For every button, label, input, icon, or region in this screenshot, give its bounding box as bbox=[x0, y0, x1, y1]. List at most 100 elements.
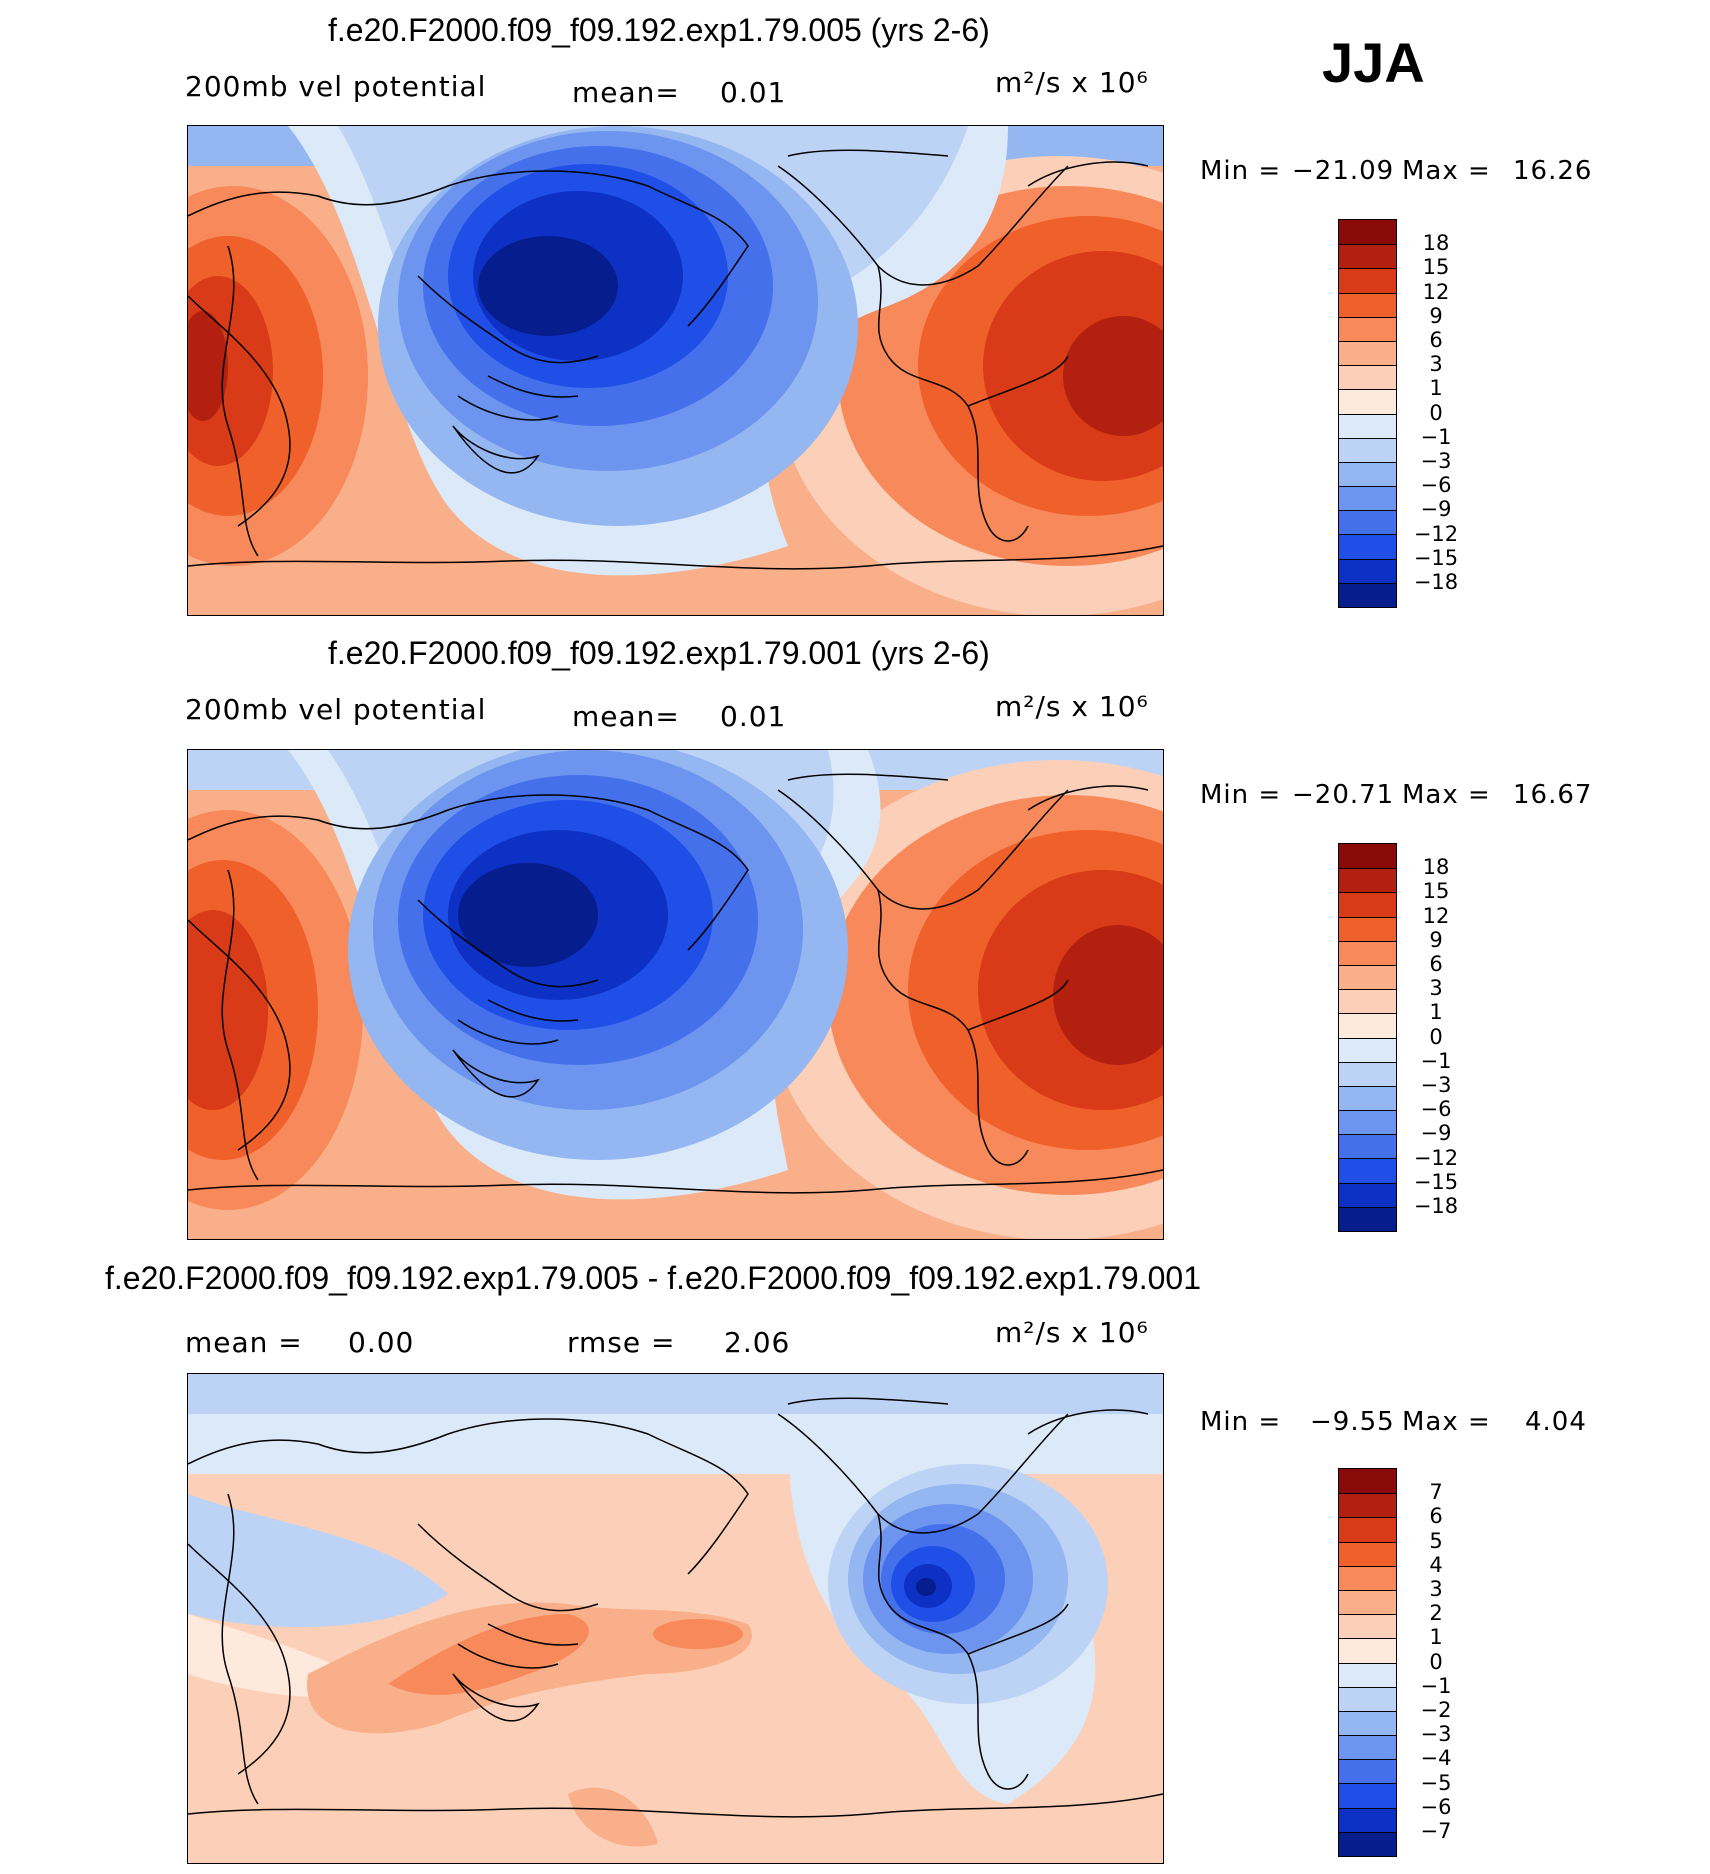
colorbar-swatch bbox=[1339, 844, 1396, 869]
colorbar-swatch bbox=[1339, 268, 1396, 293]
colorbar-tick-label: −6 bbox=[1420, 1097, 1452, 1122]
colorbar-tick-label: −6 bbox=[1420, 1794, 1452, 1819]
colorbar-swatch bbox=[1339, 1517, 1396, 1542]
colorbar-tick-label: −12 bbox=[1413, 1145, 1459, 1170]
panel1-mean-value: 0.01 bbox=[720, 76, 787, 109]
colorbar-swatch bbox=[1339, 1831, 1396, 1856]
colorbar-tick-label: 1 bbox=[1429, 1625, 1443, 1650]
panel2-max-value: 16.67 bbox=[1513, 780, 1593, 810]
colorbar-swatch bbox=[1339, 1493, 1396, 1518]
colorbar-tick-label: 6 bbox=[1429, 1504, 1443, 1529]
colorbar-tick-label: 18 bbox=[1422, 231, 1450, 256]
panel1-max-label: Max = bbox=[1402, 156, 1491, 186]
colorbar-tick-label: 6 bbox=[1429, 952, 1443, 976]
panel1-coastlines bbox=[188, 149, 1163, 570]
panel1-min-value: −21.09 bbox=[1292, 156, 1395, 186]
panel2-variable: 200mb vel potential bbox=[185, 693, 487, 726]
colorbar-tick-label: −1 bbox=[1420, 1673, 1452, 1698]
colorbar-swatch bbox=[1339, 244, 1396, 269]
colorbar-swatch bbox=[1339, 1662, 1396, 1687]
colorbar-swatch bbox=[1339, 1061, 1396, 1086]
panel2-title: f.e20.F2000.f09_f09.192.exp1.79.001 (yrs… bbox=[328, 635, 990, 671]
colorbar-swatch bbox=[1339, 1541, 1396, 1566]
colorbar-tick-label: 3 bbox=[1429, 976, 1443, 1001]
colorbar-swatch bbox=[1339, 558, 1396, 583]
colorbar-tick-label: 0 bbox=[1429, 1649, 1443, 1674]
colorbar-tick-label: 7 bbox=[1429, 1480, 1443, 1505]
colorbar-swatch bbox=[1339, 1686, 1396, 1711]
colorbar-tick-label: 0 bbox=[1429, 1024, 1443, 1049]
panel2-min-value: −20.71 bbox=[1292, 780, 1395, 810]
season-label: JJA bbox=[1322, 31, 1425, 94]
colorbar-tick-label: −5 bbox=[1420, 1770, 1452, 1795]
colorbar-swatch bbox=[1339, 316, 1396, 341]
colorbar-tick-label: 12 bbox=[1422, 279, 1450, 304]
panel1-min-label: Min = bbox=[1200, 156, 1282, 186]
panel2-map bbox=[187, 749, 1164, 1240]
panel3-colorbar bbox=[1338, 1468, 1397, 1857]
panel1-contour-field bbox=[188, 126, 1163, 615]
colorbar-tick-label: −3 bbox=[1420, 1722, 1452, 1747]
colorbar-swatch bbox=[1339, 437, 1396, 462]
colorbar-swatch bbox=[1339, 1759, 1396, 1784]
colorbar-tick-label: −7 bbox=[1420, 1819, 1452, 1843]
panel3-min-label: Min = bbox=[1200, 1407, 1282, 1437]
panel2-coastlines bbox=[188, 773, 1163, 1194]
colorbar-swatch bbox=[1339, 510, 1396, 535]
colorbar-swatch bbox=[1339, 1735, 1396, 1760]
colorbar-tick-label: −3 bbox=[1420, 449, 1452, 473]
panel1-max-value: 16.26 bbox=[1513, 156, 1593, 186]
colorbar-swatch bbox=[1339, 486, 1396, 511]
colorbar-swatch bbox=[1339, 892, 1396, 917]
colorbar-tick-label: −1 bbox=[1420, 1048, 1452, 1073]
colorbar-swatch bbox=[1339, 940, 1396, 965]
colorbar-tick-label: 12 bbox=[1422, 903, 1450, 928]
panel3-contour-field bbox=[188, 1374, 1163, 1863]
colorbar-tick-label: 0 bbox=[1429, 400, 1443, 425]
colorbar-swatch bbox=[1339, 292, 1396, 317]
colorbar-swatch bbox=[1339, 1134, 1396, 1159]
colorbar-tick-label: −1 bbox=[1420, 424, 1452, 449]
colorbar-swatch bbox=[1339, 1783, 1396, 1808]
panel3-min-value: −9.55 bbox=[1310, 1407, 1395, 1437]
colorbar-tick-label: −15 bbox=[1413, 545, 1459, 570]
colorbar-swatch bbox=[1339, 1565, 1396, 1590]
colorbar-tick-label: 9 bbox=[1429, 927, 1443, 952]
colorbar-tick-label: 2 bbox=[1429, 1601, 1443, 1626]
panel3-mean-label: mean = bbox=[185, 1326, 303, 1359]
panel2-contour-field bbox=[188, 750, 1163, 1239]
colorbar-swatch bbox=[1339, 1469, 1396, 1494]
panel3-max-value: 4.04 bbox=[1525, 1407, 1587, 1437]
colorbar-tick-label: −18 bbox=[1413, 1194, 1459, 1218]
colorbar-swatch bbox=[1339, 989, 1396, 1014]
panel3-title: f.e20.F2000.f09_f09.192.exp1.79.005 - f.… bbox=[105, 1260, 1201, 1296]
panel1-map bbox=[187, 125, 1164, 616]
colorbar-tick-label: −4 bbox=[1420, 1746, 1452, 1771]
colorbar-swatch bbox=[1339, 413, 1396, 438]
colorbar-tick-label: 15 bbox=[1422, 879, 1450, 904]
colorbar-swatch bbox=[1339, 916, 1396, 941]
colorbar-tick-label: 1 bbox=[1429, 376, 1443, 401]
colorbar-swatch bbox=[1339, 461, 1396, 487]
colorbar-swatch bbox=[1339, 1085, 1396, 1111]
colorbar-tick-label: −6 bbox=[1420, 473, 1452, 498]
panel3-coastlines bbox=[188, 1397, 1163, 1818]
colorbar-tick-label: 5 bbox=[1429, 1528, 1443, 1553]
colorbar-swatch bbox=[1339, 1110, 1396, 1135]
colorbar-tick-label: −9 bbox=[1420, 1121, 1452, 1146]
colorbar-swatch bbox=[1339, 1638, 1396, 1663]
panel1-units: m²/s x 10⁶ bbox=[995, 66, 1149, 99]
colorbar-tick-label: −3 bbox=[1420, 1073, 1452, 1097]
colorbar-swatch bbox=[1339, 534, 1396, 559]
colorbar-swatch bbox=[1339, 220, 1396, 245]
colorbar-tick-label: 3 bbox=[1429, 352, 1443, 377]
colorbar-swatch bbox=[1339, 340, 1396, 366]
colorbar-swatch bbox=[1339, 365, 1396, 390]
colorbar-swatch bbox=[1339, 964, 1396, 990]
colorbar-swatch bbox=[1339, 1710, 1396, 1736]
panel3-rmse-value: 2.06 bbox=[724, 1326, 791, 1359]
panel2-mean-value: 0.01 bbox=[720, 700, 787, 733]
colorbar-tick-label: 3 bbox=[1429, 1577, 1443, 1601]
colorbar-tick-label: −12 bbox=[1413, 521, 1459, 546]
colorbar-tick-label: −18 bbox=[1413, 570, 1459, 594]
